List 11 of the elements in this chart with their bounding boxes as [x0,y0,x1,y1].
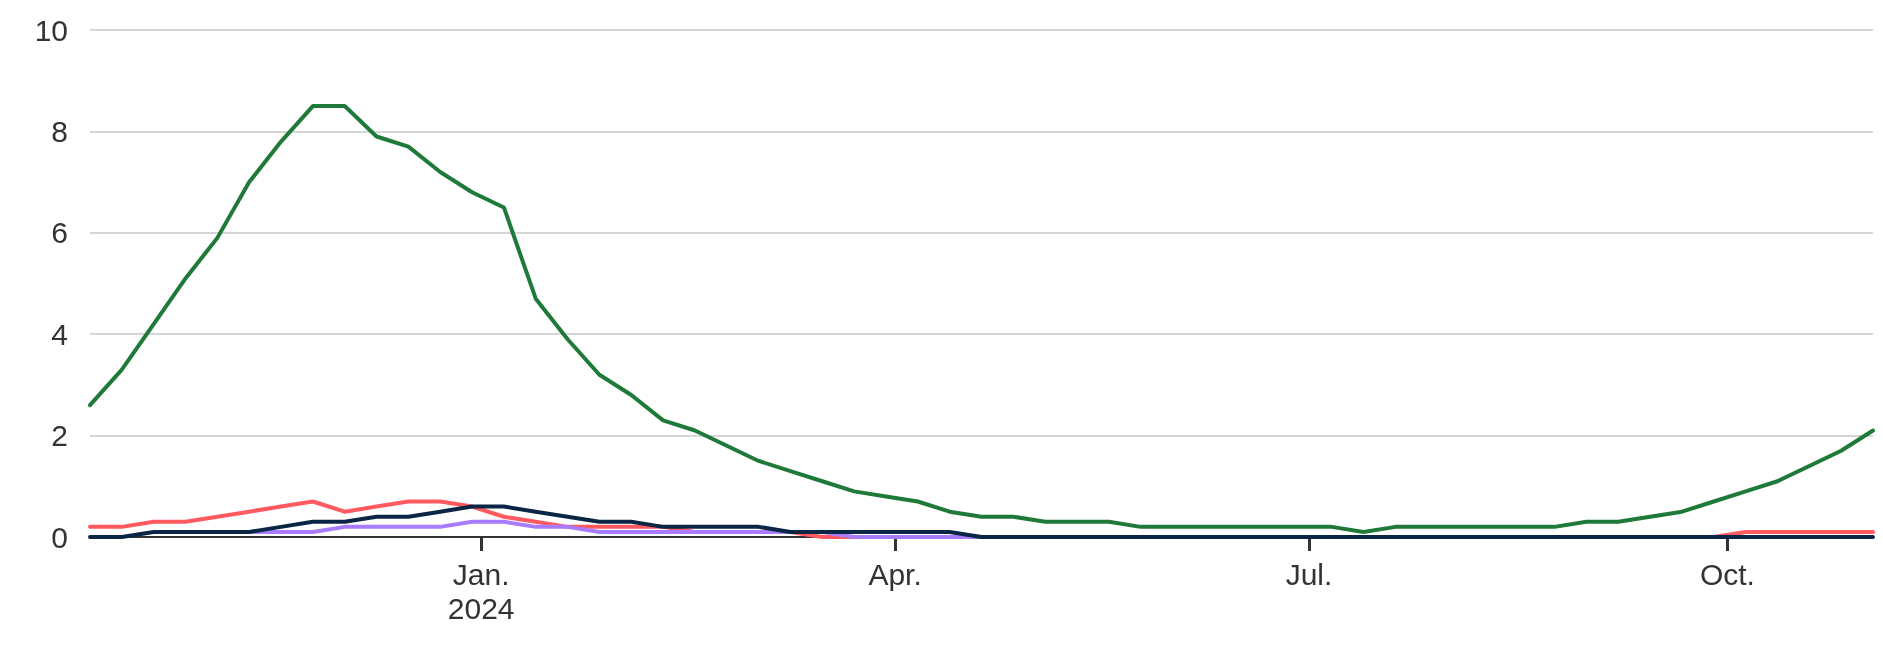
y-tick-label: 0 [51,520,68,554]
y-tick-label: 10 [34,13,68,47]
x-tick-label: Apr. [868,557,922,591]
line-series [88,104,1875,534]
y-tick-label: 2 [51,419,68,453]
x-tick-label: Oct. [1699,557,1755,591]
y-tick-label: 4 [51,317,68,351]
x-tick-label: Jul. [1285,557,1333,591]
y-tick-label: 6 [51,216,68,250]
y-tick-label: 8 [51,114,68,148]
x-tick-label: Jan. 2024 [447,557,515,625]
